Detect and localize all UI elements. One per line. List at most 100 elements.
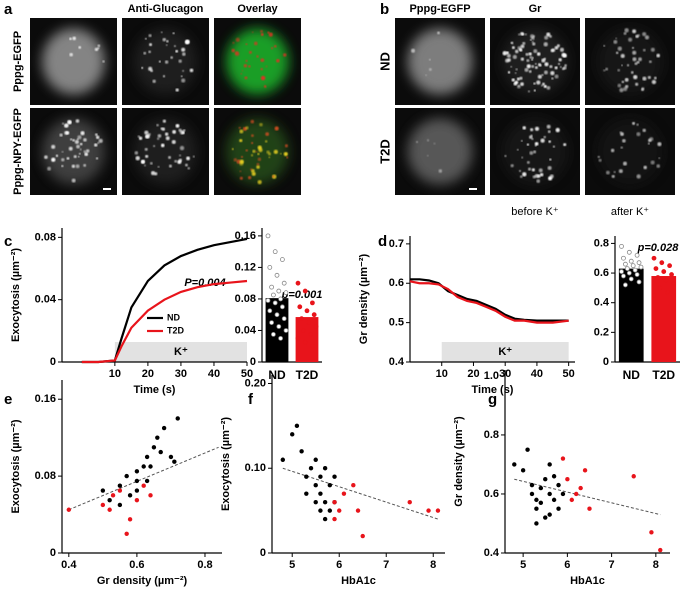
cell-body: [407, 118, 473, 185]
granule: [502, 51, 507, 56]
granule: [51, 144, 56, 149]
data-point: [569, 497, 574, 503]
granule: [268, 32, 273, 37]
granule: [80, 131, 85, 136]
granule: [649, 137, 654, 142]
granule: [150, 69, 153, 73]
granule: [613, 39, 618, 44]
granule: [145, 134, 149, 139]
y-tick-label: 0.08: [35, 470, 56, 482]
granule: [528, 167, 532, 171]
granule: [611, 174, 615, 178]
data-point: [100, 502, 106, 508]
fit-line: [282, 467, 439, 520]
granule: [240, 155, 243, 158]
granule: [620, 132, 624, 136]
micrograph: [122, 108, 209, 195]
y-tick-label: 0.8: [594, 237, 609, 249]
granule: [84, 152, 89, 157]
data-point: [649, 530, 654, 535]
granule: [598, 158, 602, 162]
data-point: [322, 499, 328, 505]
x-tick-label: 50: [563, 368, 575, 380]
granule: [170, 56, 173, 59]
granule: [425, 74, 427, 76]
data-point: [426, 508, 431, 513]
granule: [656, 164, 661, 168]
granule: [516, 148, 519, 151]
data-point: [651, 292, 657, 298]
granule: [260, 33, 264, 36]
granule: [415, 140, 419, 144]
granule: [178, 158, 183, 162]
granule: [534, 66, 538, 69]
granule: [540, 138, 545, 143]
data-point: [281, 280, 287, 286]
granule: [658, 157, 661, 159]
granule: [635, 82, 639, 86]
granule: [561, 67, 565, 71]
granule: [270, 47, 274, 50]
x-tick-label: 5: [289, 559, 295, 571]
granule: [184, 39, 190, 45]
cell-body: [597, 118, 663, 185]
y-tick-label: 1.0: [484, 370, 499, 382]
data-point: [313, 482, 318, 488]
data-point: [621, 273, 626, 279]
granule: [164, 60, 169, 64]
data-point: [551, 474, 557, 479]
granule: [615, 37, 617, 40]
y-tick-label: 0.16: [35, 393, 56, 405]
data-point: [265, 298, 271, 303]
data-point: [295, 335, 301, 341]
granule: [536, 52, 541, 56]
data-point: [407, 499, 412, 505]
data-point: [280, 457, 286, 462]
granule: [95, 157, 99, 160]
y-tick-label: 0.4: [594, 297, 610, 309]
granule: [71, 178, 76, 183]
data-point: [270, 332, 276, 337]
micrograph: [490, 108, 580, 195]
granule: [83, 163, 87, 167]
data-point: [276, 324, 282, 329]
granule: [617, 46, 622, 51]
granule: [561, 52, 566, 58]
granule: [526, 64, 531, 69]
granule: [654, 76, 657, 80]
granule: [175, 88, 179, 92]
column-label: Overlay: [237, 3, 278, 15]
granule: [152, 79, 156, 83]
granule: [636, 174, 641, 179]
y-axis-label: Exocytosis (µm⁻²): [220, 417, 232, 511]
granule: [637, 34, 641, 37]
granule: [172, 32, 175, 35]
granule: [274, 126, 279, 131]
granule: [147, 132, 151, 136]
granule: [260, 58, 265, 63]
data-point: [309, 300, 315, 306]
data-point: [134, 497, 140, 503]
granule: [521, 156, 524, 159]
data-point: [304, 474, 309, 479]
granule: [248, 50, 252, 54]
granule: [510, 65, 513, 68]
granule: [546, 86, 551, 90]
granule: [437, 31, 440, 35]
y-tick-label: 0.4: [484, 547, 500, 559]
y-tick-label: 0.08: [235, 293, 256, 305]
granule: [559, 47, 565, 52]
granule: [160, 143, 165, 148]
data-point: [556, 482, 561, 488]
granule: [531, 168, 535, 172]
granule: [632, 57, 637, 62]
x-tick-label: T2D: [652, 368, 675, 382]
data-point: [655, 275, 661, 280]
granule: [178, 154, 182, 157]
granule: [265, 132, 270, 137]
data-point: [144, 454, 150, 460]
data-point: [318, 491, 323, 496]
granule: [162, 37, 167, 42]
panel-letter: d: [378, 233, 387, 250]
granule: [526, 160, 530, 164]
